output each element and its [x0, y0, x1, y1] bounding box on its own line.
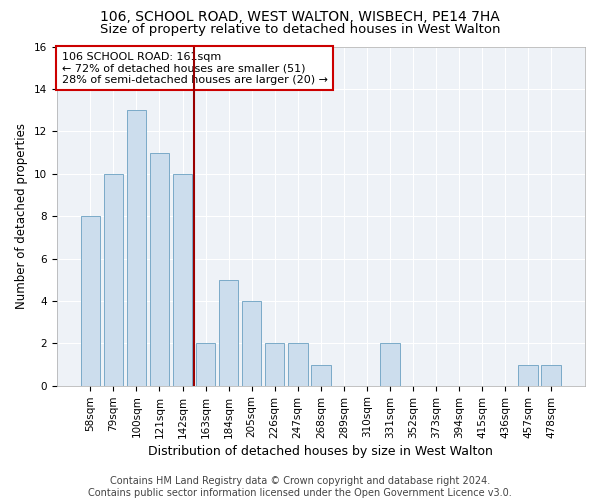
Bar	[173, 174, 193, 386]
Bar	[196, 344, 215, 386]
Bar	[242, 301, 262, 386]
Bar	[265, 344, 284, 386]
Bar	[311, 364, 331, 386]
Bar	[518, 364, 538, 386]
Bar	[80, 216, 100, 386]
Y-axis label: Number of detached properties: Number of detached properties	[15, 123, 28, 309]
Text: Contains HM Land Registry data © Crown copyright and database right 2024.
Contai: Contains HM Land Registry data © Crown c…	[88, 476, 512, 498]
Bar	[541, 364, 561, 386]
Bar	[104, 174, 123, 386]
Bar	[127, 110, 146, 386]
Text: Size of property relative to detached houses in West Walton: Size of property relative to detached ho…	[100, 22, 500, 36]
Bar	[288, 344, 308, 386]
X-axis label: Distribution of detached houses by size in West Walton: Distribution of detached houses by size …	[148, 444, 493, 458]
Text: 106, SCHOOL ROAD, WEST WALTON, WISBECH, PE14 7HA: 106, SCHOOL ROAD, WEST WALTON, WISBECH, …	[100, 10, 500, 24]
Bar	[380, 344, 400, 386]
Text: 106 SCHOOL ROAD: 161sqm
← 72% of detached houses are smaller (51)
28% of semi-de: 106 SCHOOL ROAD: 161sqm ← 72% of detache…	[62, 52, 328, 85]
Bar	[219, 280, 238, 386]
Bar	[149, 152, 169, 386]
